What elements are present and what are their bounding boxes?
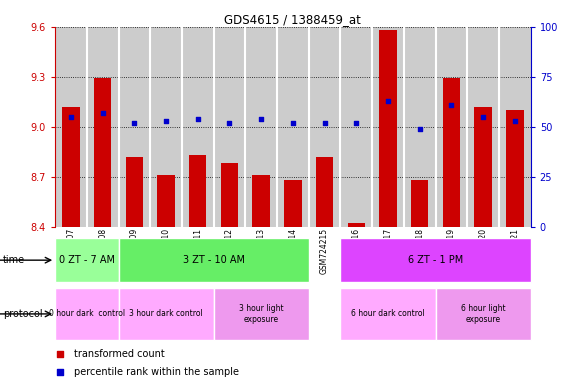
Text: 0 hour dark  control: 0 hour dark control (49, 310, 125, 318)
Bar (316, 157, 334, 227)
Bar (55, 27, 87, 227)
Point (288, 120, 298, 126)
Point (98, 110, 107, 116)
Bar (372, 27, 404, 227)
Point (383, 98, 393, 104)
Bar (126, 157, 143, 227)
Text: percentile rank within the sample: percentile rank within the sample (74, 366, 239, 377)
Text: 0 ZT - 7 AM: 0 ZT - 7 AM (59, 255, 115, 265)
Bar (150, 27, 182, 227)
Bar (62, 107, 79, 227)
Text: 3 ZT - 10 AM: 3 ZT - 10 AM (183, 255, 245, 265)
Point (510, 118, 520, 124)
Bar (347, 223, 365, 227)
Bar (284, 180, 302, 227)
Point (256, 116, 266, 122)
Bar (213, 288, 309, 340)
Bar (340, 288, 436, 340)
Bar (118, 288, 213, 340)
Text: 6 ZT - 1 PM: 6 ZT - 1 PM (408, 255, 463, 265)
Text: 3 hour light
exposure: 3 hour light exposure (239, 304, 284, 324)
Bar (245, 27, 277, 227)
Bar (436, 288, 531, 340)
Title: GDS4615 / 1388459_at: GDS4615 / 1388459_at (224, 13, 361, 26)
Text: transformed count: transformed count (74, 349, 165, 359)
Text: 6 hour dark control: 6 hour dark control (351, 310, 425, 318)
Bar (340, 27, 372, 227)
Bar (379, 30, 397, 227)
Bar (221, 163, 238, 227)
Bar (340, 238, 531, 282)
Point (55, 369, 64, 375)
Text: protocol: protocol (3, 309, 42, 319)
Bar (467, 27, 499, 227)
Text: 6 hour light
exposure: 6 hour light exposure (461, 304, 505, 324)
Bar (87, 27, 118, 227)
Bar (94, 78, 111, 227)
Bar (157, 175, 175, 227)
Point (447, 102, 456, 108)
Text: time: time (3, 255, 25, 265)
Bar (252, 175, 270, 227)
Bar (443, 78, 460, 227)
Bar (506, 110, 524, 227)
Bar (189, 155, 206, 227)
Bar (55, 288, 118, 340)
Bar (436, 27, 467, 227)
Point (351, 120, 361, 126)
Point (478, 114, 488, 120)
Point (66, 114, 75, 120)
Bar (277, 27, 309, 227)
Bar (55, 238, 118, 282)
Bar (474, 107, 492, 227)
Bar (118, 238, 309, 282)
Bar (213, 27, 245, 227)
Point (161, 118, 171, 124)
Text: 3 hour dark control: 3 hour dark control (129, 310, 203, 318)
Point (193, 116, 202, 122)
Bar (404, 27, 436, 227)
Point (55, 351, 64, 357)
Point (225, 120, 234, 126)
Point (415, 126, 425, 132)
Point (130, 120, 139, 126)
Bar (309, 27, 340, 227)
Bar (411, 180, 429, 227)
Point (320, 120, 329, 126)
Bar (182, 27, 213, 227)
Bar (499, 27, 531, 227)
Bar (118, 27, 150, 227)
